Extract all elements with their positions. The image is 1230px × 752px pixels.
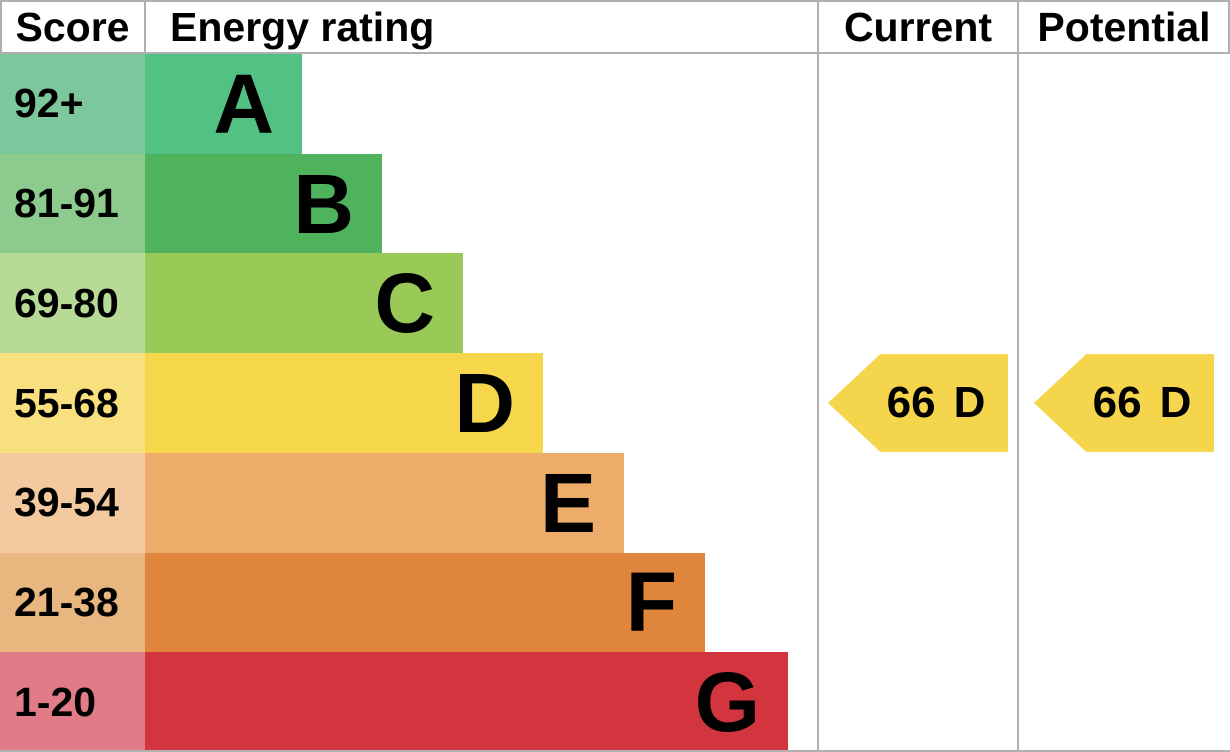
header-bottom-line: [0, 52, 1230, 54]
header-left-line: [0, 0, 2, 54]
current-column-divider: [817, 0, 819, 752]
current-column-header: Current: [843, 3, 993, 50]
band-letter: F: [625, 555, 677, 650]
header-right-line: [1228, 0, 1230, 54]
band-row: 81-91 B: [0, 153, 1230, 254]
rating-bar: D: [145, 353, 543, 453]
band-row: 69-80 C: [0, 253, 1230, 354]
rating-bar: F: [145, 552, 705, 653]
chart-header: Score Energy rating Current Potential: [0, 0, 1230, 54]
rating-bar: B: [145, 153, 382, 254]
potential-band: D: [1159, 377, 1192, 427]
band-letter: D: [454, 356, 515, 451]
current-score: 66: [886, 377, 936, 427]
band-row: 92+ A: [0, 54, 1230, 154]
potential-column-divider: [1017, 0, 1019, 752]
score-column-header: Score: [15, 3, 130, 50]
rating-bar: C: [145, 253, 463, 354]
rating-bar: A: [145, 54, 302, 154]
band-letter: C: [374, 256, 435, 351]
band-row: 39-54 E: [0, 452, 1230, 553]
band-letter: E: [539, 455, 596, 550]
score-cell: 69-80: [0, 253, 145, 354]
rating-bar: G: [145, 652, 788, 752]
border-bottom-line: [0, 750, 1230, 752]
band-letter: B: [293, 156, 354, 251]
score-cell: 39-54: [0, 452, 145, 553]
bands-rows: 92+ A 81-91 B 69-80 C 55-68 D 39-54: [0, 54, 1230, 752]
rating-bar: E: [145, 452, 624, 553]
score-cell: 21-38: [0, 552, 145, 653]
rating-column-header: Energy rating: [170, 3, 435, 50]
score-cell: 81-91: [0, 153, 145, 254]
score-header-divider: [144, 0, 146, 54]
border-top-line: [0, 0, 1230, 2]
band-letter: G: [694, 655, 760, 750]
score-cell: 92+: [0, 54, 145, 154]
current-band: D: [953, 377, 986, 427]
potential-score: 66: [1092, 377, 1142, 427]
band-row: 55-68 D: [0, 353, 1230, 453]
score-cell: 1-20: [0, 652, 145, 752]
score-cell: 55-68: [0, 353, 145, 453]
potential-column-header: Potential: [1037, 3, 1211, 50]
band-row: 21-38 F: [0, 552, 1230, 653]
band-letter: A: [213, 56, 274, 151]
band-row: 1-20 G: [0, 652, 1230, 752]
